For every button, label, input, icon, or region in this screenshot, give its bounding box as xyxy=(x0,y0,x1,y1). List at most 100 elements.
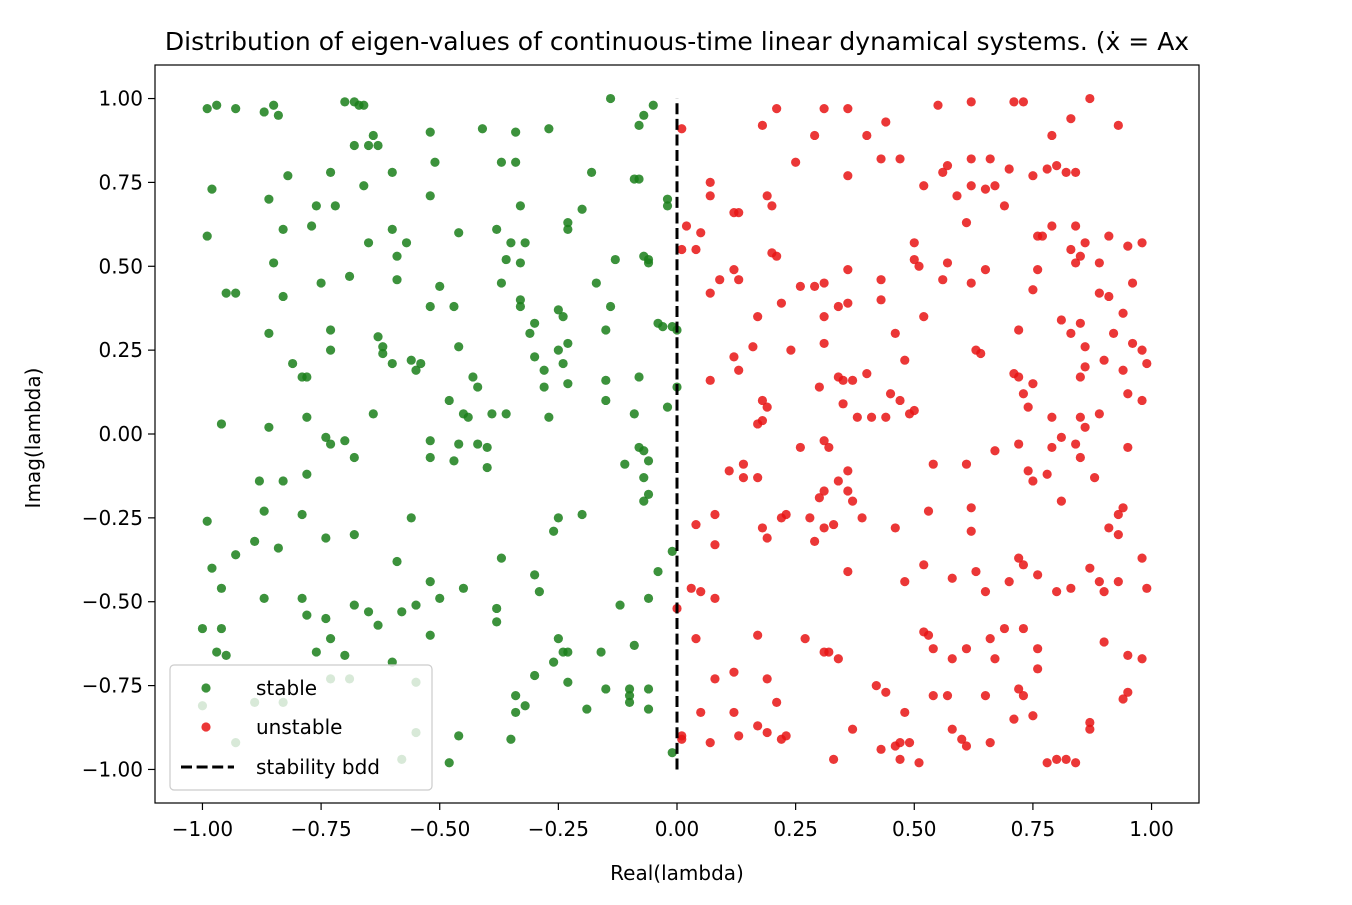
point-unstable-7 xyxy=(1018,97,1029,107)
point-stable-39 xyxy=(278,224,288,234)
point-stable-169 xyxy=(363,607,374,617)
point-stable-107 xyxy=(601,375,611,385)
point-unstable-160 xyxy=(819,486,829,496)
point-unstable-191 xyxy=(843,566,853,577)
point-stable-164 xyxy=(259,593,269,603)
point-unstable-56 xyxy=(1123,241,1133,251)
point-stable-218 xyxy=(444,758,454,768)
point-unstable-151 xyxy=(1056,432,1066,442)
point-unstable-245 xyxy=(1028,711,1038,721)
point-stable-86 xyxy=(553,345,563,355)
point-unstable-148 xyxy=(1023,466,1033,476)
point-stable-131 xyxy=(482,462,492,473)
point-stable-176 xyxy=(492,603,502,614)
data-marks xyxy=(197,93,1152,770)
point-stable-193 xyxy=(596,647,606,657)
point-unstable-211 xyxy=(753,630,763,640)
point-stable-210 xyxy=(624,697,635,707)
point-unstable-226 xyxy=(1033,664,1043,674)
point-unstable-94 xyxy=(1066,328,1076,338)
point-stable-19 xyxy=(477,124,488,134)
point-unstable-130 xyxy=(866,412,877,422)
point-stable-156 xyxy=(273,543,283,553)
point-stable-73 xyxy=(515,301,526,312)
point-stable-85 xyxy=(563,338,573,349)
point-unstable-9 xyxy=(757,120,768,130)
point-unstable-229 xyxy=(1137,654,1147,664)
point-stable-178 xyxy=(615,600,625,610)
point-stable-70 xyxy=(425,301,435,312)
point-stable-155 xyxy=(250,536,260,546)
point-unstable-254 xyxy=(753,721,763,731)
point-stable-183 xyxy=(325,634,336,644)
point-unstable-243 xyxy=(1018,691,1029,701)
y-tick-label: −1.00 xyxy=(82,757,143,781)
point-stable-37 xyxy=(515,201,526,211)
point-stable-175 xyxy=(458,583,469,593)
point-stable-115 xyxy=(463,412,473,422)
point-unstable-165 xyxy=(691,519,701,530)
point-unstable-120 xyxy=(1099,355,1109,365)
point-unstable-117 xyxy=(1028,379,1038,389)
point-unstable-128 xyxy=(838,399,848,409)
point-stable-180 xyxy=(197,623,208,634)
point-stable-207 xyxy=(601,684,611,694)
point-stable-11 xyxy=(648,100,658,110)
point-stable-201 xyxy=(530,670,540,681)
point-stable-202 xyxy=(563,677,573,687)
point-stable-72 xyxy=(515,295,526,305)
point-unstable-76 xyxy=(1071,258,1081,268)
point-unstable-131 xyxy=(881,412,891,422)
point-unstable-223 xyxy=(999,623,1010,634)
y-tick-label: −0.50 xyxy=(82,590,143,614)
point-stable-135 xyxy=(278,476,288,486)
point-unstable-273 xyxy=(1071,758,1081,768)
point-unstable-139 xyxy=(1137,395,1147,406)
y-tick-label: −0.75 xyxy=(82,674,143,698)
point-unstable-208 xyxy=(1142,583,1152,593)
point-stable-139 xyxy=(639,446,649,456)
point-stable-38 xyxy=(307,221,317,231)
point-stable-216 xyxy=(506,734,516,744)
point-unstable-258 xyxy=(829,754,839,764)
point-stable-132 xyxy=(449,456,459,466)
point-stable-62 xyxy=(231,288,241,298)
point-unstable-40 xyxy=(734,208,744,218)
point-stable-81 xyxy=(378,348,388,359)
point-unstable-272 xyxy=(1061,754,1071,764)
point-unstable-83 xyxy=(776,298,787,308)
point-stable-141 xyxy=(639,473,649,483)
point-unstable-230 xyxy=(710,674,720,684)
point-stable-126 xyxy=(425,436,435,446)
point-unstable-81 xyxy=(1127,278,1138,288)
point-stable-1 xyxy=(212,100,222,110)
x-tick-label: −0.25 xyxy=(528,817,589,841)
point-stable-44 xyxy=(492,224,502,234)
point-stable-203 xyxy=(511,691,521,701)
point-unstable-35 xyxy=(1061,167,1071,177)
point-stable-136 xyxy=(254,476,264,486)
point-stable-108 xyxy=(634,372,644,382)
point-unstable-205 xyxy=(1099,587,1109,597)
point-stable-75 xyxy=(558,311,568,322)
point-unstable-237 xyxy=(881,687,891,697)
point-unstable-122 xyxy=(1142,358,1152,369)
point-stable-64 xyxy=(316,278,326,288)
point-unstable-6 xyxy=(1009,97,1019,107)
point-stable-17 xyxy=(373,140,383,151)
point-stable-50 xyxy=(662,194,673,204)
point-stable-142 xyxy=(643,489,654,499)
point-unstable-72 xyxy=(966,278,976,288)
point-stable-23 xyxy=(283,171,293,181)
point-stable-113 xyxy=(444,395,454,406)
point-stable-65 xyxy=(344,271,355,281)
point-unstable-43 xyxy=(1047,221,1057,231)
point-stable-130 xyxy=(482,442,492,453)
point-stable-12 xyxy=(639,110,649,120)
point-unstable-169 xyxy=(762,533,772,543)
point-stable-67 xyxy=(435,281,445,291)
point-unstable-89 xyxy=(919,311,929,322)
point-unstable-249 xyxy=(1123,687,1133,697)
point-stable-124 xyxy=(325,439,336,449)
point-unstable-168 xyxy=(757,523,768,533)
